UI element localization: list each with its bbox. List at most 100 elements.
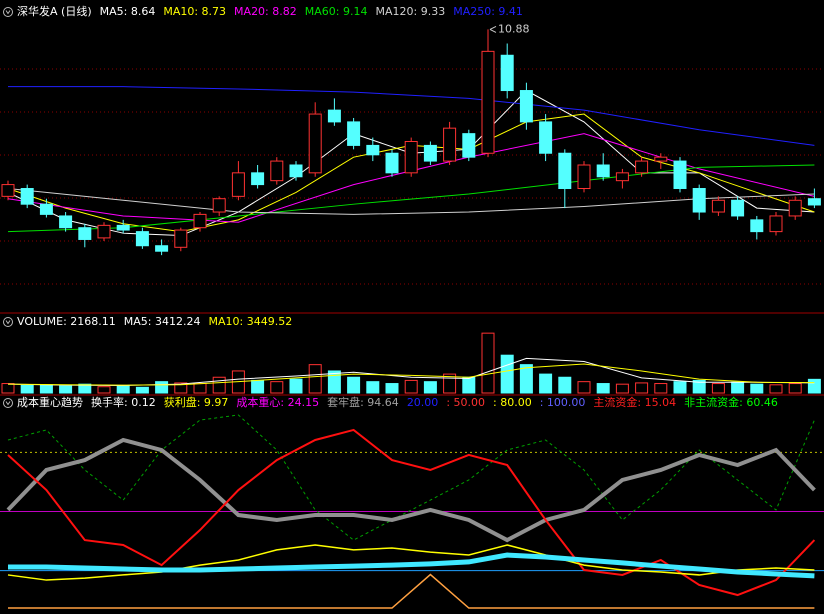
header-label: MA20: 8.82 — [234, 5, 297, 18]
candle-body — [404, 140, 418, 174]
volume-bar — [212, 376, 226, 394]
candle-body — [289, 164, 303, 178]
header-label: MA60: 9.14 — [305, 5, 368, 18]
volume-bar — [289, 378, 303, 394]
candle-body — [1, 184, 15, 197]
volume-bar — [711, 383, 725, 394]
series-line — [7, 428, 816, 597]
header-icon — [5, 320, 11, 325]
volume-bar — [481, 332, 495, 394]
series-line — [7, 544, 815, 581]
candle-body — [692, 188, 706, 213]
header-label: MA250: 9.41 — [453, 5, 523, 18]
volume-bar — [500, 354, 514, 394]
volume-bar — [404, 379, 418, 394]
candle-body — [539, 121, 553, 154]
candle-body — [788, 199, 802, 217]
price-panel: 深华发A (日线) MA5: 8.64 MA10: 8.73 MA20: 8.82 MA… — [1, 4, 821, 256]
header-label: 20.00 — [407, 396, 439, 409]
volume-bar — [193, 383, 207, 394]
candle-body — [135, 231, 149, 247]
candle-body — [174, 229, 188, 248]
volume-bar — [443, 373, 457, 394]
candle-body — [212, 198, 226, 213]
volume-bar — [251, 379, 265, 394]
volume-bar — [462, 376, 476, 394]
header-label: MA10: 3449.52 — [208, 315, 292, 328]
candle-body — [654, 156, 668, 162]
volume-bar — [308, 364, 322, 394]
candle-body — [443, 127, 457, 162]
volume-panel: VOLUME: 2168.11 MA5: 3412.24 MA10: 3449.52 — [1, 315, 821, 394]
candle-body — [558, 152, 572, 190]
candle-body — [366, 144, 380, 156]
header-label: : 50.00 — [446, 396, 485, 409]
header-icon — [3, 317, 13, 327]
header-label: VOLUME: 2168.11 — [17, 315, 116, 328]
volume-bar — [519, 364, 533, 394]
volume-bar — [347, 376, 361, 394]
volume-bar — [366, 381, 380, 394]
candle-body — [807, 198, 821, 206]
volume-bar — [539, 373, 553, 394]
header-label: 深华发A (日线) — [17, 4, 92, 18]
header-label: MA5: 3412.24 — [124, 315, 201, 328]
candle-body — [481, 50, 495, 154]
volume-bar — [788, 383, 802, 394]
series-line — [7, 414, 815, 541]
volume-bar — [174, 382, 188, 394]
volume-bar — [596, 383, 610, 394]
volume-bar — [577, 381, 591, 394]
candle-body — [20, 188, 34, 205]
header-label: 成本重心: 24.15 — [236, 395, 319, 409]
candle-body — [251, 172, 265, 186]
header-label: MA10: 8.73 — [163, 5, 226, 18]
header-label: 主流资金: 15.04 — [593, 395, 676, 409]
volume-bar — [731, 381, 745, 394]
volume-bar — [615, 383, 629, 394]
candle-body — [519, 90, 533, 123]
header-icon — [5, 10, 11, 15]
volume-bar — [1, 383, 15, 394]
header-label: : 80.00 — [493, 396, 532, 409]
candle-body — [596, 164, 610, 178]
series-line — [8, 86, 815, 146]
volume-bar — [558, 376, 572, 394]
header-icon — [3, 7, 13, 17]
header-label: 套牢盘: 94.64 — [327, 395, 399, 409]
volume-bar — [135, 386, 149, 394]
volume-bar — [635, 382, 649, 394]
candle-body — [78, 227, 92, 240]
series-line — [7, 363, 815, 386]
candle-body — [423, 144, 437, 162]
candle-body — [155, 245, 169, 252]
series-line — [8, 573, 815, 609]
candle-body — [577, 164, 591, 190]
header-icon — [5, 401, 11, 406]
candle-body — [97, 224, 111, 239]
candle-body — [193, 213, 207, 229]
volume-bar — [385, 383, 399, 394]
volume-bar — [39, 384, 53, 394]
header-label: : 100.00 — [540, 396, 586, 409]
volume-bar — [673, 381, 687, 394]
candle-body — [769, 215, 783, 233]
header-label: 成本重心趋势 — [17, 395, 83, 409]
volume-bar — [807, 378, 821, 394]
volume-bar — [270, 381, 284, 394]
volume-bar — [769, 384, 783, 394]
candle-body — [385, 152, 399, 174]
candle-body — [731, 199, 745, 217]
candle-body — [59, 215, 73, 229]
volume-bar — [20, 384, 34, 394]
candle-body — [39, 203, 53, 215]
series-line — [7, 188, 815, 215]
candle-body — [327, 109, 341, 123]
candle-body — [635, 160, 649, 174]
candle-body — [500, 54, 514, 92]
candle-body — [116, 224, 130, 231]
header-label: MA5: 8.64 — [100, 5, 156, 18]
